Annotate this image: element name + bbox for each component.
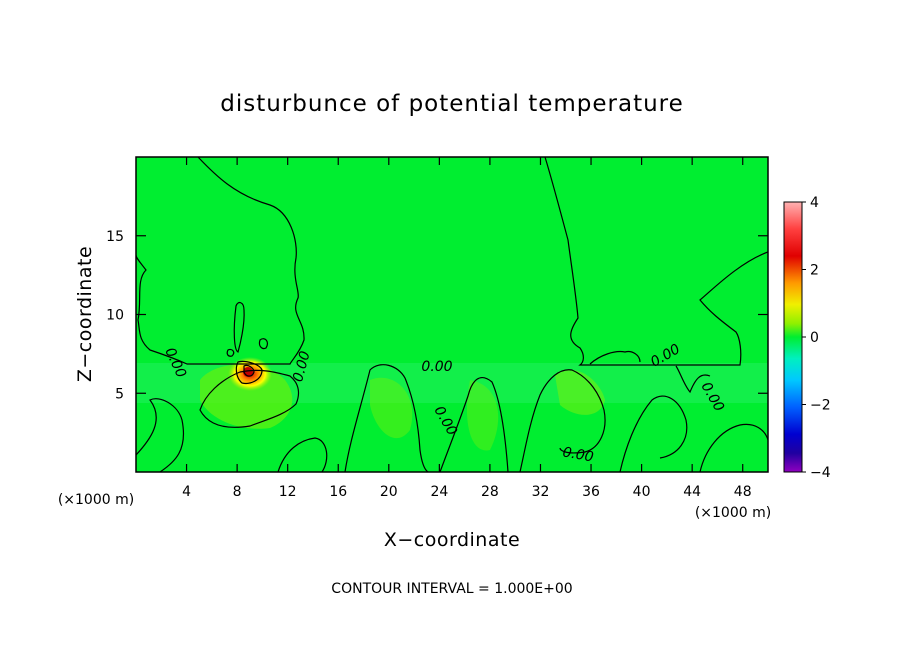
x-tick-label: 28	[481, 484, 499, 500]
field-anomalies	[136, 357, 768, 451]
x-unit-label: (×1000 m)	[695, 505, 771, 521]
contour-label: 0.00	[561, 444, 595, 465]
contour-line	[235, 360, 263, 385]
contour-line	[136, 398, 184, 472]
contour-line	[675, 365, 711, 394]
contour-line	[243, 364, 255, 377]
colorbar-tick-label: 0	[810, 330, 819, 346]
contour-line	[199, 369, 300, 428]
contour-line	[277, 437, 328, 472]
contour-line	[226, 348, 235, 357]
x-tick-label: 24	[430, 484, 448, 500]
y-tick-marks: 5 10 15	[106, 229, 768, 402]
contour-line	[544, 157, 768, 366]
contour-line	[258, 338, 269, 350]
warm-patch	[370, 377, 413, 439]
colorbar-tick-label: −4	[810, 465, 831, 481]
contour-label: 0.00	[290, 349, 314, 383]
chart-title: disturbunce of potential temperature	[220, 91, 684, 117]
x-tick-label: 8	[233, 484, 242, 500]
colorbar-ticks: 4 2 0 −2 −4	[802, 195, 831, 481]
x-tick-label: 20	[380, 484, 398, 500]
colorbar: 4 2 0 −2 −4	[783, 195, 831, 481]
contour-label: 0.00	[421, 359, 452, 375]
contour-line	[233, 301, 245, 353]
contour-line	[619, 395, 688, 472]
y-tick-label: 5	[115, 386, 124, 402]
x-tick-label: 16	[329, 484, 347, 500]
colorbar-gradient	[783, 201, 803, 473]
contour-interval-note: CONTOUR INTERVAL = 1.000E+00	[331, 581, 572, 597]
x-tick-label: 36	[582, 484, 600, 500]
contour-line	[699, 423, 768, 472]
z-unit-label: (×1000 m)	[58, 492, 134, 508]
x-tick-label: 48	[734, 484, 752, 500]
plot-area: 0.00 0.00 0.00 0.00 0.00 0.00 0.00 4 8 12 1…	[106, 156, 769, 500]
colorbar-tick-label: 4	[810, 195, 819, 211]
colorbar-tick-label: −2	[810, 398, 831, 414]
contour-line	[589, 350, 641, 365]
x-tick-label: 40	[633, 484, 651, 500]
y-axis-title: Z−coordinate	[74, 246, 96, 382]
x-tick-marks: 4 8 12 16 20 24 28 32 36 40 44 48	[182, 157, 752, 500]
contour-line	[136, 157, 305, 365]
y-tick-label: 15	[106, 229, 124, 245]
y-tick-label: 10	[106, 308, 124, 324]
x-tick-label: 12	[279, 484, 297, 500]
x-tick-label: 32	[532, 484, 550, 500]
warm-patch	[555, 369, 605, 415]
contour-line	[344, 364, 429, 472]
x-tick-label: 44	[683, 484, 701, 500]
x-tick-label: 4	[182, 484, 191, 500]
warm-patch	[466, 380, 499, 451]
contour-line	[439, 377, 509, 472]
colorbar-tick-label: 2	[810, 263, 819, 279]
contour-line	[519, 369, 606, 472]
contour-lines	[136, 157, 768, 472]
x-axis-title: X−coordinate	[384, 529, 520, 551]
